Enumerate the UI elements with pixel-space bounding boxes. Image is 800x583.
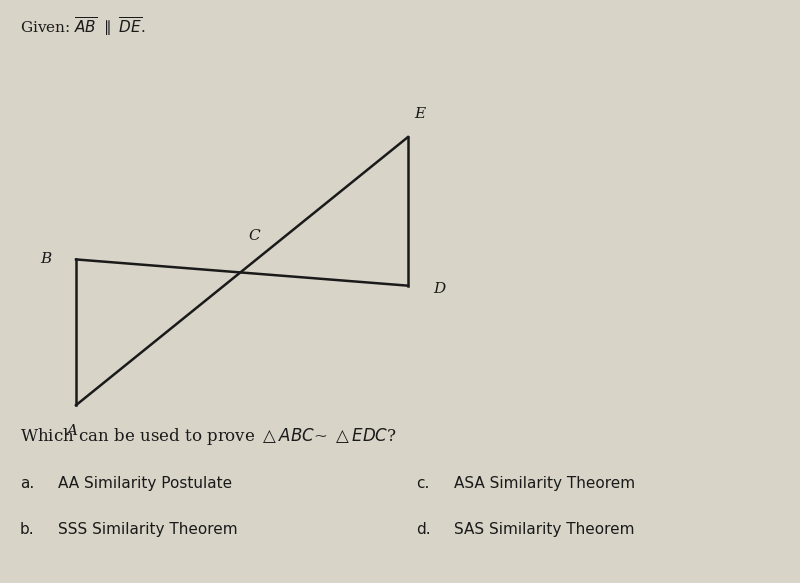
Text: a.: a. bbox=[20, 476, 34, 491]
Text: Which can be used to prove $\triangle\mathit{ABC}$~ $\triangle\mathit{EDC}$?: Which can be used to prove $\triangle\ma… bbox=[20, 426, 397, 447]
Text: B: B bbox=[40, 252, 51, 266]
Text: d.: d. bbox=[416, 522, 430, 537]
Text: SSS Similarity Theorem: SSS Similarity Theorem bbox=[58, 522, 238, 537]
Text: SAS Similarity Theorem: SAS Similarity Theorem bbox=[454, 522, 635, 537]
Text: D: D bbox=[434, 282, 446, 296]
Text: c.: c. bbox=[416, 476, 430, 491]
Text: ASA Similarity Theorem: ASA Similarity Theorem bbox=[454, 476, 635, 491]
Text: A: A bbox=[66, 424, 78, 438]
Text: Given: $\overline{\mathit{AB}}$ $\parallel$ $\overline{\mathit{DE}}$.: Given: $\overline{\mathit{AB}}$ $\parall… bbox=[20, 15, 146, 38]
Text: E: E bbox=[414, 107, 426, 121]
Text: b.: b. bbox=[20, 522, 34, 537]
Text: AA Similarity Postulate: AA Similarity Postulate bbox=[58, 476, 232, 491]
Text: C: C bbox=[249, 229, 260, 243]
